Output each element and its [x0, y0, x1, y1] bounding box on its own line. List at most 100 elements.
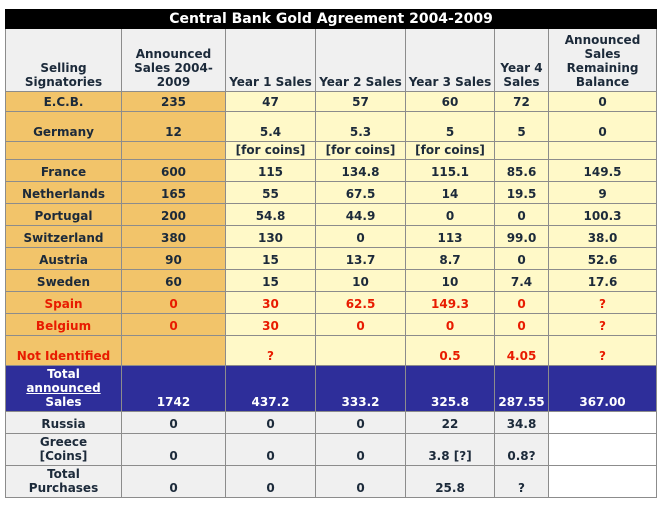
total-year-3: 325.8 — [405, 365, 495, 412]
header-year-2: Year 2 Sales — [315, 28, 406, 92]
year-3-cell: 149.3 — [405, 291, 495, 314]
announced-sales-cell: 600 — [121, 159, 226, 182]
year-2-cell: [for coins] — [315, 141, 406, 160]
year-4-cell: 0 — [494, 247, 549, 270]
remaining-balance-cell: 0 — [547, 111, 658, 142]
purchase-year-2-cell: 0 — [315, 433, 406, 466]
year-3-cell: [for coins] — [405, 141, 495, 160]
announced-sales-cell: 90 — [121, 247, 226, 270]
table-row: France 600 115 134.8 115.1 85.6 149.5 — [5, 159, 658, 182]
year-4-cell: 85.6 — [494, 159, 549, 182]
year-2-cell: 44.9 — [315, 203, 406, 226]
remaining-balance-cell: 17.6 — [547, 269, 658, 292]
announced-sales-cell: 12 — [121, 111, 226, 142]
remaining-balance-cell: ? — [547, 335, 658, 366]
year-3-cell: 0 — [405, 203, 495, 226]
remaining-balance-cell: 0 — [547, 91, 658, 112]
year-1-cell: 15 — [225, 247, 316, 270]
seller-name: Germany — [5, 111, 122, 142]
table-row: Sweden 60 15 10 10 7.4 17.6 — [5, 269, 658, 292]
year-1-cell: [for coins] — [225, 141, 316, 160]
empty-cell — [547, 411, 658, 434]
purchase-year-2-cell: 0 — [315, 465, 406, 498]
empty-cell — [547, 465, 658, 498]
year-1-cell: 54.8 — [225, 203, 316, 226]
header-announced-sales: Announced Sales 2004-2009 — [121, 28, 226, 92]
year-3-cell: 0.5 — [405, 335, 495, 366]
year-2-cell — [315, 335, 406, 366]
purchase-year-1-cell: 0 — [225, 411, 316, 434]
year-4-cell: 5 — [494, 111, 549, 142]
purchaser-name-line-2: Purchases — [28, 481, 99, 495]
year-2-cell: 0 — [315, 225, 406, 248]
purchase-announced-cell: 0 — [121, 411, 226, 434]
purchaser-name: Total Purchases — [5, 465, 122, 498]
purchase-year-1-cell: 0 — [225, 433, 316, 466]
purchase-row: Total Purchases 0 0 0 25.8? — [5, 465, 658, 498]
year-2-cell: 62.5 — [315, 291, 406, 314]
year-4-cell: 72 — [494, 91, 549, 112]
year-4-cell: 0 — [494, 313, 549, 336]
year-1-cell: 5.4 — [225, 111, 316, 142]
table-row: Portugal 200 54.8 44.9 0 0 100.3 — [5, 203, 658, 226]
table-row: E.C.B. 235 47 57 60 72 0 — [5, 91, 658, 112]
year-3-cell: 115.1 — [405, 159, 495, 182]
total-year-2: 333.2 — [315, 365, 406, 412]
seller-name: Sweden — [5, 269, 122, 292]
table-row: Switzerland 380 130 0 113 99.0 38.0 — [5, 225, 658, 248]
empty-cell — [547, 433, 658, 466]
year-4-cell: 7.4 — [494, 269, 549, 292]
seller-name: E.C.B. — [5, 91, 122, 112]
remaining-balance-cell: 100.3 — [547, 203, 658, 226]
table-row: Netherlands 165 55 67.5 14 19.5 9 — [5, 181, 658, 204]
header-year-1: Year 1 Sales — [225, 28, 316, 92]
seller-name — [5, 141, 122, 160]
remaining-balance-cell: ? — [547, 291, 658, 314]
table-row: Austria 90 15 13.7 8.7 0 52.6 — [5, 247, 658, 270]
seller-name: Not Identified — [5, 335, 122, 366]
purchase-year-4-cell: ? — [494, 465, 549, 498]
purchaser-name: Russia — [5, 411, 122, 434]
announced-sales-cell: 200 — [121, 203, 226, 226]
purchaser-name: Greece [Coins] — [5, 433, 122, 466]
remaining-balance-cell: 38.0 — [547, 225, 658, 248]
total-announced-row: Total announced Sales 1742 437.2 333.2 3… — [5, 365, 658, 412]
table-row: Not Identified? 0.5 4.05? — [5, 335, 658, 366]
year-1-cell: 30 — [225, 313, 316, 336]
year-1-cell: 47 — [225, 91, 316, 112]
year-3-cell: 5 — [405, 111, 495, 142]
year-3-cell: 8.7 — [405, 247, 495, 270]
seller-name: Portugal — [5, 203, 122, 226]
announced-sales-cell: 0 — [121, 291, 226, 314]
announced-sales-cell: 0 — [121, 313, 226, 336]
purchase-year-3-cell: 25.8 — [405, 465, 495, 498]
year-2-cell: 13.7 — [315, 247, 406, 270]
purchaser-name-line-1: Greece — [39, 435, 88, 449]
purchase-year-3-cell: 22 — [405, 411, 495, 434]
purchase-year-2-cell: 0 — [315, 411, 406, 434]
remaining-balance-cell: 52.6 — [547, 247, 658, 270]
purchase-year-4-cell: 34.8 — [494, 411, 549, 434]
year-2-cell: 57 — [315, 91, 406, 112]
header-selling-signatories: Selling Signatories — [5, 28, 122, 92]
total-label-line-1: Total — [47, 367, 80, 381]
year-1-cell: 15 — [225, 269, 316, 292]
announced-sales-cell — [121, 141, 226, 160]
year-3-cell: 14 — [405, 181, 495, 204]
seller-name: Austria — [5, 247, 122, 270]
purchase-row: Greece [Coins] 0 0 0 3.8 [?] 0.8? — [5, 433, 658, 466]
seller-name: Spain — [5, 291, 122, 314]
announced-sales-cell: 380 — [121, 225, 226, 248]
year-4-cell — [494, 141, 549, 160]
table-row: [for coins] [for coins] [for coins] — [5, 141, 658, 160]
total-announced: 1742 — [121, 365, 226, 412]
year-4-cell: 0 — [494, 203, 549, 226]
purchase-announced-cell: 0 — [121, 465, 226, 498]
announced-sales-cell — [121, 335, 226, 366]
year-1-cell: 55 — [225, 181, 316, 204]
table-row: Belgium 0 30 0 0 0? — [5, 313, 658, 336]
announced-sales-cell: 235 — [121, 91, 226, 112]
total-label-line-2: announced — [26, 381, 101, 395]
year-2-cell: 0 — [315, 313, 406, 336]
year-1-cell: 30 — [225, 291, 316, 314]
